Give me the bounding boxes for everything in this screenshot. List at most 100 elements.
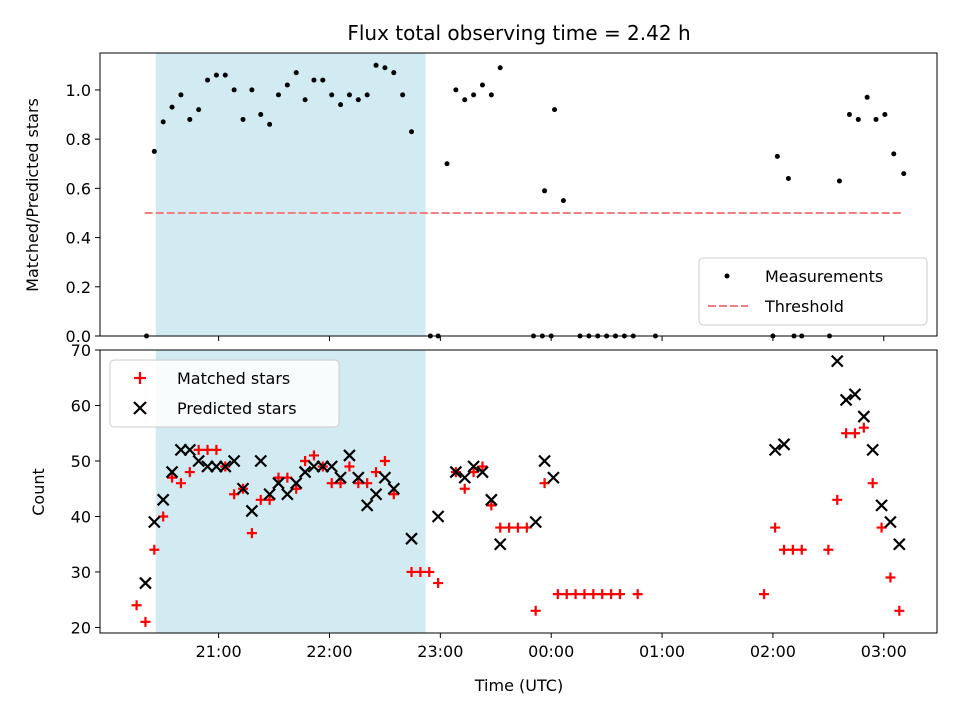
predicted-star-point <box>839 393 853 407</box>
top-x-axis <box>218 336 885 341</box>
matched-star-point <box>894 605 905 616</box>
measurement-point <box>196 107 202 113</box>
matched-star-point <box>841 428 852 439</box>
measurement-point <box>275 92 281 98</box>
matched-star-point <box>282 472 293 483</box>
x-tick-label: 21:00 <box>196 642 242 661</box>
matched-star-point <box>823 544 834 555</box>
measurement-point <box>836 178 842 184</box>
x-tick-label: 22:00 <box>306 642 352 661</box>
matched-star-point <box>486 500 497 511</box>
bottom-y-tick-label: 30 <box>71 563 91 582</box>
matched-star-point <box>202 444 213 455</box>
predicted-star-point <box>218 460 232 473</box>
measurement-point <box>873 116 879 122</box>
measurement-point <box>471 92 477 98</box>
matched-star-point <box>433 578 444 589</box>
top-y-tick-label: 0.6 <box>66 179 91 198</box>
predicted-star-point <box>476 465 489 479</box>
predicted-star-point <box>352 471 365 484</box>
legend-matched-marker <box>134 372 146 384</box>
measurement-point <box>479 82 485 88</box>
predicted-star-point <box>449 465 463 479</box>
predicted-star-point <box>431 510 445 523</box>
matched-star-point <box>335 478 346 489</box>
measurement-point <box>160 119 166 125</box>
predicted-star-point <box>148 515 161 529</box>
predicted-star-point <box>289 476 303 490</box>
matched-star-point <box>246 528 257 539</box>
predicted-star-point <box>281 487 294 501</box>
measurement-point <box>293 70 299 76</box>
matched-star-point <box>858 422 869 433</box>
matched-star-point <box>379 455 390 466</box>
measurement-point <box>891 151 897 157</box>
predicted-star-point <box>325 460 338 473</box>
matched-star-point <box>362 478 373 489</box>
measurement-point <box>222 72 228 78</box>
predicted-star-point <box>485 493 498 507</box>
predicted-star-point <box>875 499 888 512</box>
measurement-point <box>488 92 494 98</box>
predicted-star-point <box>343 449 356 462</box>
predicted-star-point <box>493 537 507 551</box>
measurement-point <box>846 112 852 118</box>
matched-star-point <box>388 489 399 500</box>
measurement-point <box>311 77 317 83</box>
predicted-star-point <box>156 493 170 507</box>
measurement-point <box>444 161 450 167</box>
matched-star-point <box>273 472 284 483</box>
matched-star-point <box>570 589 581 600</box>
predicted-star-point <box>866 443 879 457</box>
top-plot-frame <box>99 52 938 337</box>
matched-star-point <box>521 522 532 533</box>
matched-star-point <box>632 589 643 600</box>
matched-star-point <box>158 511 169 522</box>
measurement-point <box>785 176 791 182</box>
matched-star-point <box>353 478 364 489</box>
predicted-star-point <box>529 515 542 529</box>
matched-star-point <box>175 478 186 489</box>
measurement-point <box>178 92 184 98</box>
top-observing-span <box>155 53 426 336</box>
predicted-star-point <box>165 465 179 479</box>
matched-star-point <box>406 566 417 577</box>
bottom-y-tick-label: 40 <box>71 507 91 526</box>
predicted-star-point <box>254 454 268 468</box>
measurement-point <box>267 121 273 127</box>
legend-predicted-label: Predicted stars <box>177 399 297 418</box>
matched-star-point <box>308 450 319 461</box>
measurement-point <box>560 198 566 204</box>
measurement-point <box>382 65 388 71</box>
measurement-point <box>284 82 290 88</box>
top-y-tick-label: 0.0 <box>66 327 91 346</box>
predicted-star-point <box>547 471 560 484</box>
matched-star-point <box>211 444 222 455</box>
bottom-panel: 20 30 40 50 60 70 21:00 22:00 23:00 00:00 01:00 02… <box>29 341 938 695</box>
predicted-star-point <box>236 482 250 496</box>
predicted-star-point <box>369 487 383 501</box>
measurement-point <box>338 102 344 108</box>
bottom-y-axis: 20 30 40 50 60 70 <box>71 341 100 637</box>
predicted-star-point <box>227 454 241 468</box>
x-tick-label: 23:00 <box>417 642 463 661</box>
matched-star-point <box>149 544 160 555</box>
measurement-point <box>249 87 255 93</box>
matched-star-point <box>561 589 572 600</box>
bottom-y-tick-label: 50 <box>71 452 91 471</box>
matched-star-point <box>876 522 887 533</box>
legend-measurements-marker <box>724 273 730 279</box>
measurement-point <box>453 87 459 93</box>
bottom-plot-frame <box>99 349 938 634</box>
top-y-axis: 0.0 0.2 0.4 0.6 0.8 1.0 <box>66 81 100 346</box>
predicted-star-point <box>192 454 205 468</box>
predicted-star-point <box>139 576 152 590</box>
measurement-point <box>542 188 548 194</box>
measurement-point <box>169 104 175 110</box>
top-panel: 0.0 0.2 0.4 0.6 0.8 1.0 Matched/Predicted sta… <box>23 52 938 346</box>
top-y-tick-label: 0.2 <box>66 278 91 297</box>
matched-star-point <box>167 472 178 483</box>
matched-star-point <box>759 589 770 600</box>
matched-star-point <box>504 522 515 533</box>
